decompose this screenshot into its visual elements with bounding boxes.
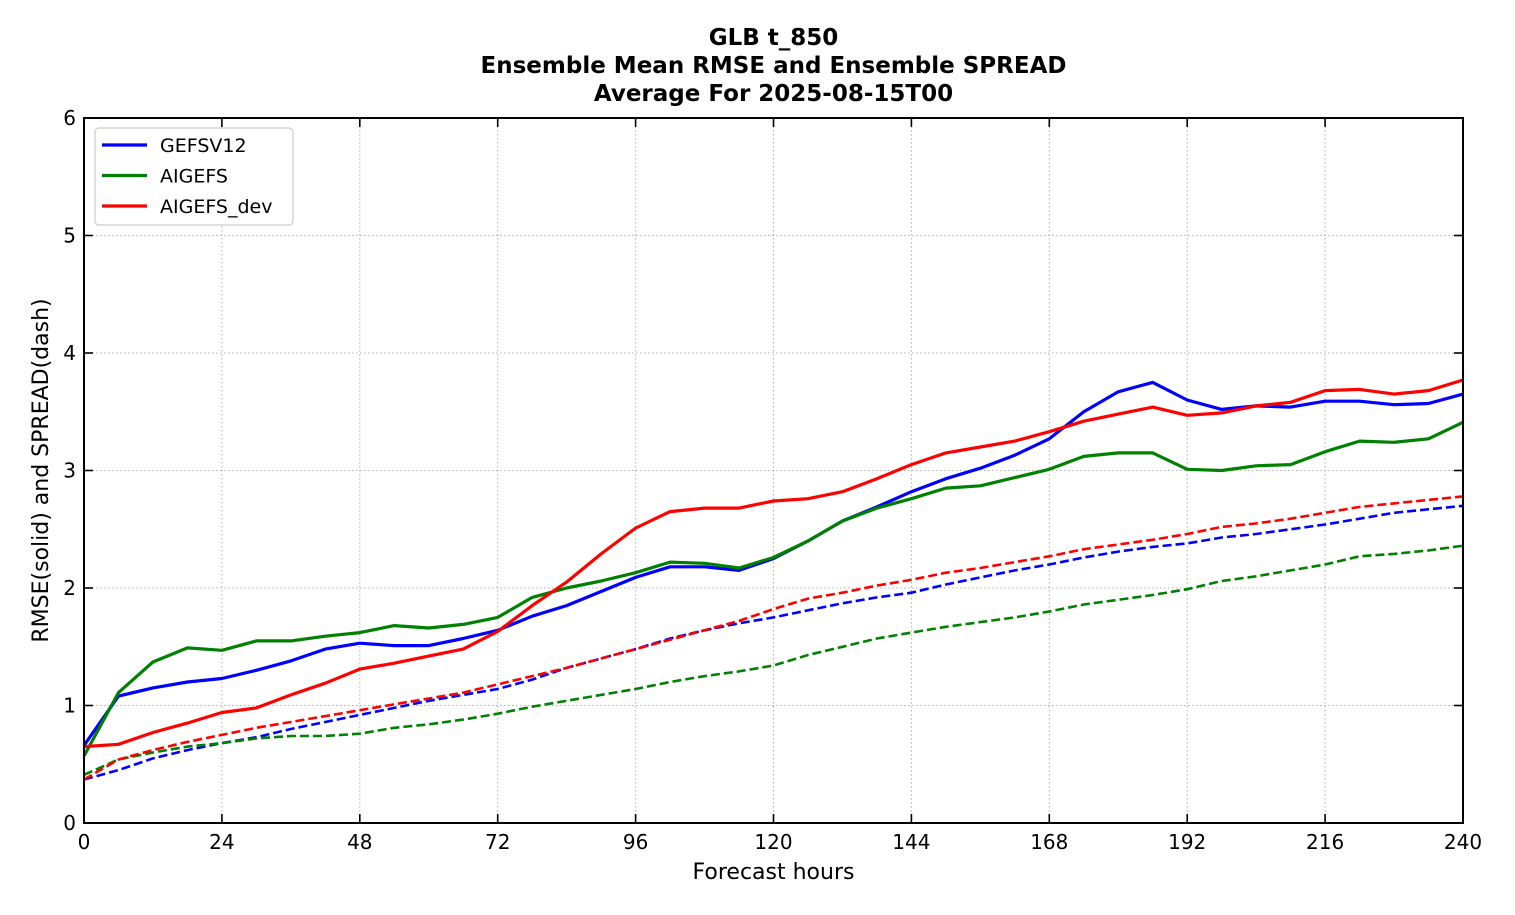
x-axis-title: Forecast hours [693,860,855,885]
legend-label-aigefs: AIGEFS [160,166,228,188]
chart-title-line-3: Average For 2025-08-15T00 [593,81,954,107]
aigefs-spread-line [83,544,1464,776]
y-tick-label: 1 [63,694,76,718]
chart-title-line-1: GLB t_850 [708,25,839,51]
x-tick-label: 48 [347,830,372,854]
legend-label-gefsv12: GEFSV12 [160,135,247,157]
x-tick-label: 240 [1444,830,1482,854]
x-tick-label: 144 [892,830,930,854]
chart-title-line-2: Ensemble Mean RMSE and Ensemble SPREAD [480,53,1067,79]
x-tick-label: 96 [623,830,648,854]
x-tick-label: 72 [485,830,510,854]
x-tick-label: 216 [1306,830,1344,854]
y-tick-label: 6 [63,106,76,130]
y-tick-label: 0 [63,811,76,835]
legend: GEFSV12 AIGEFS AIGEFS_dev [94,127,294,226]
x-tick-label: 120 [754,830,792,854]
y-tick-label: 2 [63,576,76,600]
legend-box [94,127,294,226]
axis-ticks: 0 24 48 72 96 120 144 168 192 216 240 0 1 2 3 4 5 6 [63,106,1482,854]
x-tick-label: 24 [209,830,234,854]
x-tick-label: 168 [1030,830,1068,854]
y-tick-label: 3 [63,459,76,483]
x-tick-label: 0 [78,830,91,854]
legend-label-aigefs-dev: AIGEFS_dev [160,196,272,218]
y-tick-label: 5 [63,224,76,248]
x-tick-label: 192 [1168,830,1206,854]
aigefs-dev-rmse-line [83,378,1464,749]
aigefs-dev-spread-line [83,495,1464,781]
y-tick-label: 4 [63,341,76,365]
series-lines [82,378,1464,781]
gefsv12-spread-line [83,504,1464,781]
y-axis-title: RMSE(solid) and SPREAD(dash) [29,298,54,642]
aigefs-rmse-line [82,420,1464,757]
chart-title: GLB t_850 Ensemble Mean RMSE and Ensembl… [84,24,1463,108]
